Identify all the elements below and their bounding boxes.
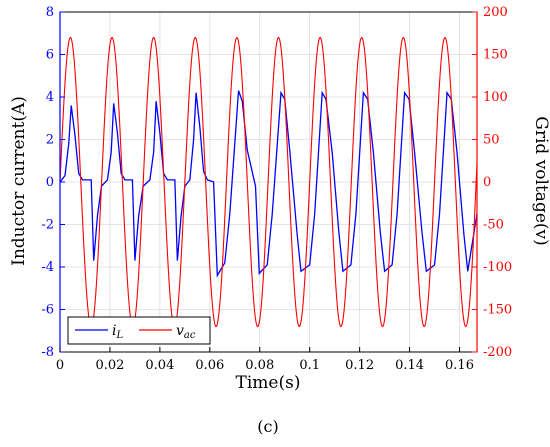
line-grid-voltage <box>59 36 478 328</box>
left-y-axis: -8 -6 -4 -2 0 2 4 6 8 <box>41 5 65 360</box>
x-axis-title: Time(s) <box>236 373 301 393</box>
right-axis-tick-label: 150 <box>483 48 508 63</box>
x-axis-tick-label: 0.08 <box>245 358 274 373</box>
left-axis-tick-label: 2 <box>46 133 54 148</box>
right-axis-tick-label: 0 <box>483 175 491 190</box>
left-axis-tick-label: -4 <box>41 260 54 275</box>
x-axis-tick-label: 0.06 <box>195 358 224 373</box>
legend-label-voltage: vac <box>176 323 196 341</box>
y-axis-left-title: Inductor current(A) <box>9 96 29 266</box>
right-axis-tick-label: -150 <box>483 303 512 318</box>
right-axis-tick-label: -50 <box>483 218 504 233</box>
right-axis-tick-label: -200 <box>483 345 512 360</box>
x-axis-tick-label: 0 <box>56 358 64 373</box>
left-axis-tick-label: 6 <box>46 48 54 63</box>
left-axis-tick-label: 4 <box>46 90 54 105</box>
y-axis-right-title: Grid voltage(v) <box>531 116 550 245</box>
x-axis-tick-label: 0.02 <box>95 358 124 373</box>
right-axis-tick-label: 50 <box>483 133 500 148</box>
x-axis-tick-label: 0.04 <box>145 358 174 373</box>
x-axis-tick-label: 0.14 <box>395 358 424 373</box>
left-axis-tick-label: 8 <box>46 5 54 20</box>
series-inductor-current <box>59 90 478 278</box>
line-inductor-current <box>59 90 478 278</box>
right-axis-tick-label: 100 <box>483 90 508 105</box>
left-axis-tick-label: 0 <box>46 175 54 190</box>
right-y-axis: -200 -150 -100 -50 0 50 100 150 200 <box>472 5 512 360</box>
legend: iL vac <box>67 316 211 345</box>
x-axis-tick-label: 0.16 <box>445 358 474 373</box>
legend-label-current: iL <box>112 323 123 341</box>
right-axis-tick-label: -100 <box>483 260 512 275</box>
x-axis-tick-label: 0.12 <box>345 358 374 373</box>
left-axis-tick-label: -2 <box>41 218 54 233</box>
series-grid-voltage <box>59 36 478 328</box>
right-axis-tick-label: 200 <box>483 5 508 20</box>
figure-caption: (c) <box>257 417 278 436</box>
left-axis-tick-label: -6 <box>41 303 54 318</box>
x-axis: 0 0.02 0.04 0.06 0.08 0.1 0.12 0.14 0.16 <box>56 347 474 373</box>
x-axis-tick-label: 0.1 <box>299 358 320 373</box>
left-axis-tick-label: -8 <box>41 345 54 360</box>
